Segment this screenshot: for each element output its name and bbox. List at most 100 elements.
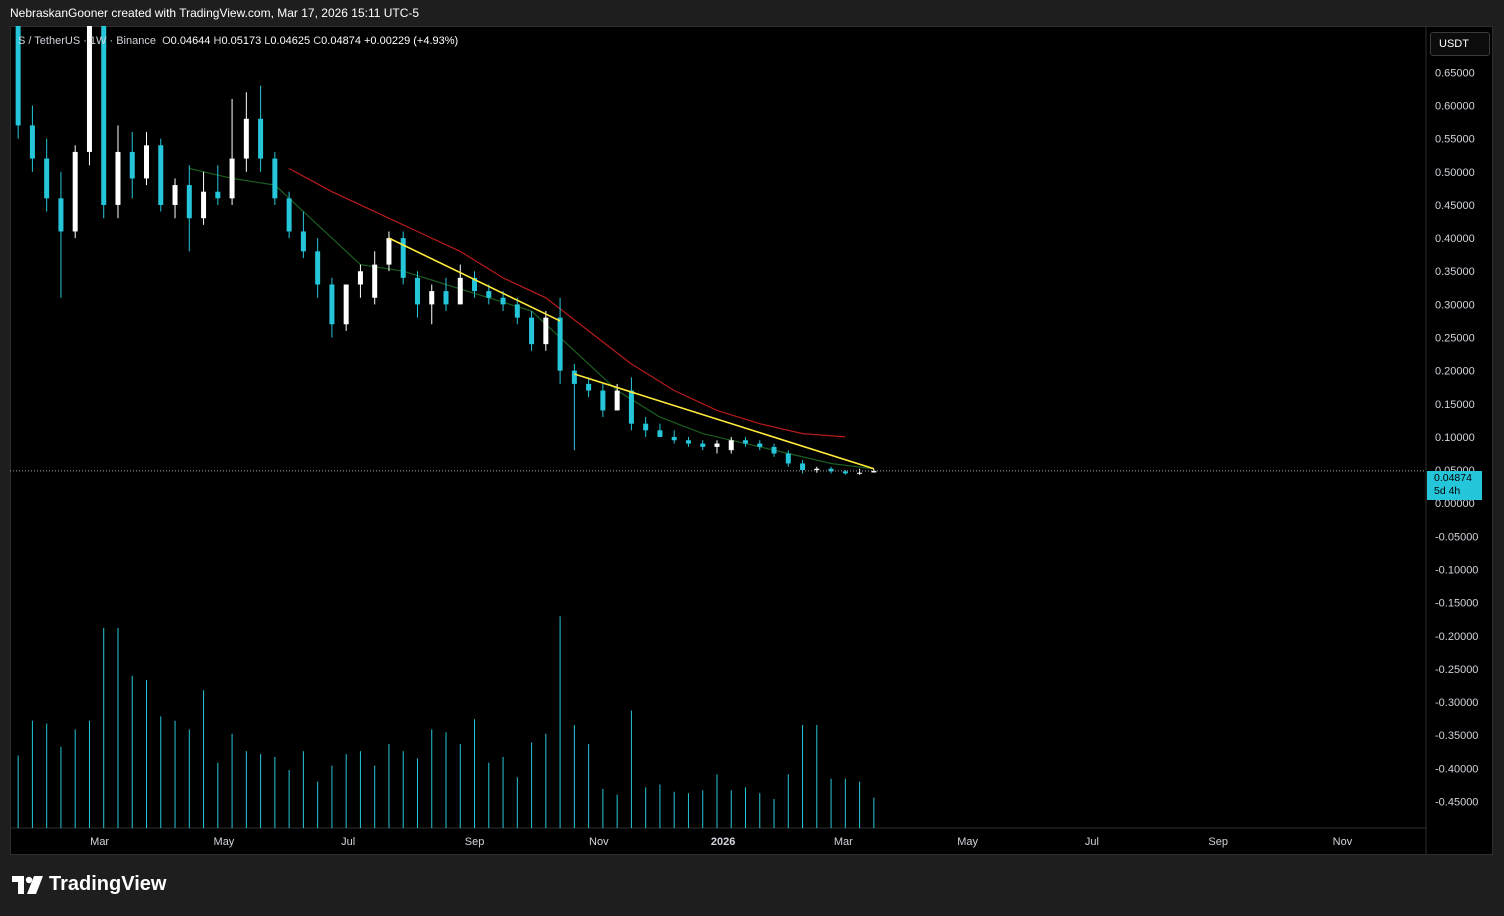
candle-body — [429, 291, 435, 305]
candle-body — [172, 185, 178, 205]
trendline[interactable] — [388, 237, 561, 322]
price-tick-label: 0.30000 — [1435, 299, 1475, 311]
price-tick-label: -0.40000 — [1435, 763, 1478, 775]
candle-body — [44, 158, 50, 199]
ma-slow-line — [288, 167, 846, 438]
candle-body — [315, 251, 321, 285]
last-price-value: 0.04874 — [1434, 472, 1472, 484]
candle-body — [58, 198, 64, 232]
price-tick-label: 0.35000 — [1435, 266, 1475, 278]
candle-body — [286, 198, 292, 232]
candle-body — [343, 284, 349, 325]
brand-name: TradingView — [49, 873, 167, 895]
symbol-legend: S / TetherUS · 1W · Binance O0.04644 H0.… — [18, 35, 458, 47]
candle-body — [372, 264, 378, 298]
trendline-layer — [388, 237, 875, 470]
high-label: H — [213, 35, 222, 47]
candle-body — [486, 291, 492, 298]
candle-body — [400, 238, 406, 278]
candle-body — [500, 297, 506, 305]
time-tick-label: Nov — [589, 836, 609, 848]
candle-body — [800, 463, 806, 471]
candle-body — [628, 390, 634, 424]
price-tick-label: 0.60000 — [1435, 101, 1475, 113]
price-tick-label: -0.25000 — [1435, 664, 1478, 676]
candle-body — [272, 158, 278, 199]
time-tick-label: Sep — [1208, 836, 1228, 848]
time-tick-label: Jul — [341, 836, 355, 848]
tradingview-brand[interactable]: TradingView — [12, 873, 166, 896]
price-tick-label: 0.00000 — [1435, 498, 1475, 510]
candle-body — [714, 443, 720, 447]
time-tick-label: 2026 — [711, 836, 735, 848]
candle-body — [571, 370, 577, 384]
tradingview-logo-icon — [12, 875, 43, 894]
candle-body — [357, 271, 363, 285]
candle-body — [857, 472, 863, 474]
price-axis: 0.65000 0.60000 0.55000 0.50000 0.45000 0.400… — [1435, 67, 1478, 808]
candle-body — [743, 440, 749, 444]
candle-body — [771, 446, 777, 454]
candle-body — [586, 383, 592, 391]
open-value: 0.04644 — [170, 35, 211, 47]
change-value: +0.00229 (+4.93%) — [364, 35, 459, 47]
low-value: 0.04625 — [270, 35, 311, 47]
candle-body — [215, 191, 221, 199]
time-tick-label: Jul — [1085, 836, 1099, 848]
candle-body — [29, 125, 35, 159]
candle-body — [229, 158, 235, 199]
candle-body — [115, 151, 121, 205]
candle-body — [158, 145, 164, 205]
price-tick-label: -0.15000 — [1435, 598, 1478, 610]
candle-body — [814, 468, 820, 471]
candle-layer — [15, 26, 877, 475]
symbol-name[interactable]: S / TetherUS · 1W · Binance — [18, 35, 156, 47]
candle-body — [86, 26, 92, 152]
time-tick-label: Mar — [90, 836, 109, 848]
price-tick-label: -0.45000 — [1435, 796, 1478, 808]
candle-body — [15, 26, 21, 126]
candle-body — [414, 277, 420, 305]
high-value: 0.05173 — [221, 35, 262, 47]
candle-body — [785, 453, 791, 464]
price-chart[interactable]: 0.65000 0.60000 0.55000 0.50000 0.45000 0.400… — [10, 26, 1493, 855]
close-value: 0.04874 — [321, 35, 361, 47]
price-tick-label: 0.45000 — [1435, 200, 1475, 212]
candle-body — [700, 443, 706, 447]
time-tick-label: Nov — [1333, 836, 1353, 848]
candle-body — [329, 284, 335, 325]
candle-body — [757, 443, 763, 447]
candle-body — [529, 317, 535, 345]
candle-body — [129, 151, 135, 179]
candle-body — [258, 118, 264, 159]
candle-body — [72, 151, 78, 232]
time-tick-label: May — [957, 836, 978, 848]
price-tick-label: 0.25000 — [1435, 333, 1475, 345]
bar-countdown: 5d 4h — [1434, 485, 1461, 497]
currency-button[interactable]: USDT — [1430, 32, 1490, 56]
price-tick-label: 0.65000 — [1435, 67, 1475, 79]
candle-body — [443, 291, 449, 305]
candle-body — [201, 191, 207, 219]
price-tick-label: 0.10000 — [1435, 432, 1475, 444]
chart-credit: NebraskanGooner created with TradingView… — [10, 6, 420, 20]
candle-body — [300, 231, 306, 252]
trendline[interactable] — [574, 373, 875, 470]
candle-body — [101, 26, 107, 205]
candle-body — [685, 440, 691, 444]
price-tick-label: -0.10000 — [1435, 565, 1478, 577]
price-tick-label: 0.20000 — [1435, 366, 1475, 378]
price-tick-label: 0.15000 — [1435, 399, 1475, 411]
volume-layer — [17, 616, 875, 828]
time-tick-label: May — [214, 836, 235, 848]
low-label: L — [264, 35, 271, 47]
open-label: O — [162, 35, 171, 47]
candle-body — [557, 317, 563, 371]
time-axis: Mar May Jul Sep Nov 2026 Mar May Jul Sep Nov — [90, 836, 1353, 848]
candle-body — [657, 430, 663, 437]
time-tick-label: Sep — [465, 836, 485, 848]
price-tick-label: 0.50000 — [1435, 167, 1475, 179]
candle-body — [871, 470, 877, 473]
candle-body — [514, 304, 520, 318]
chart-frame — [10, 26, 1493, 855]
